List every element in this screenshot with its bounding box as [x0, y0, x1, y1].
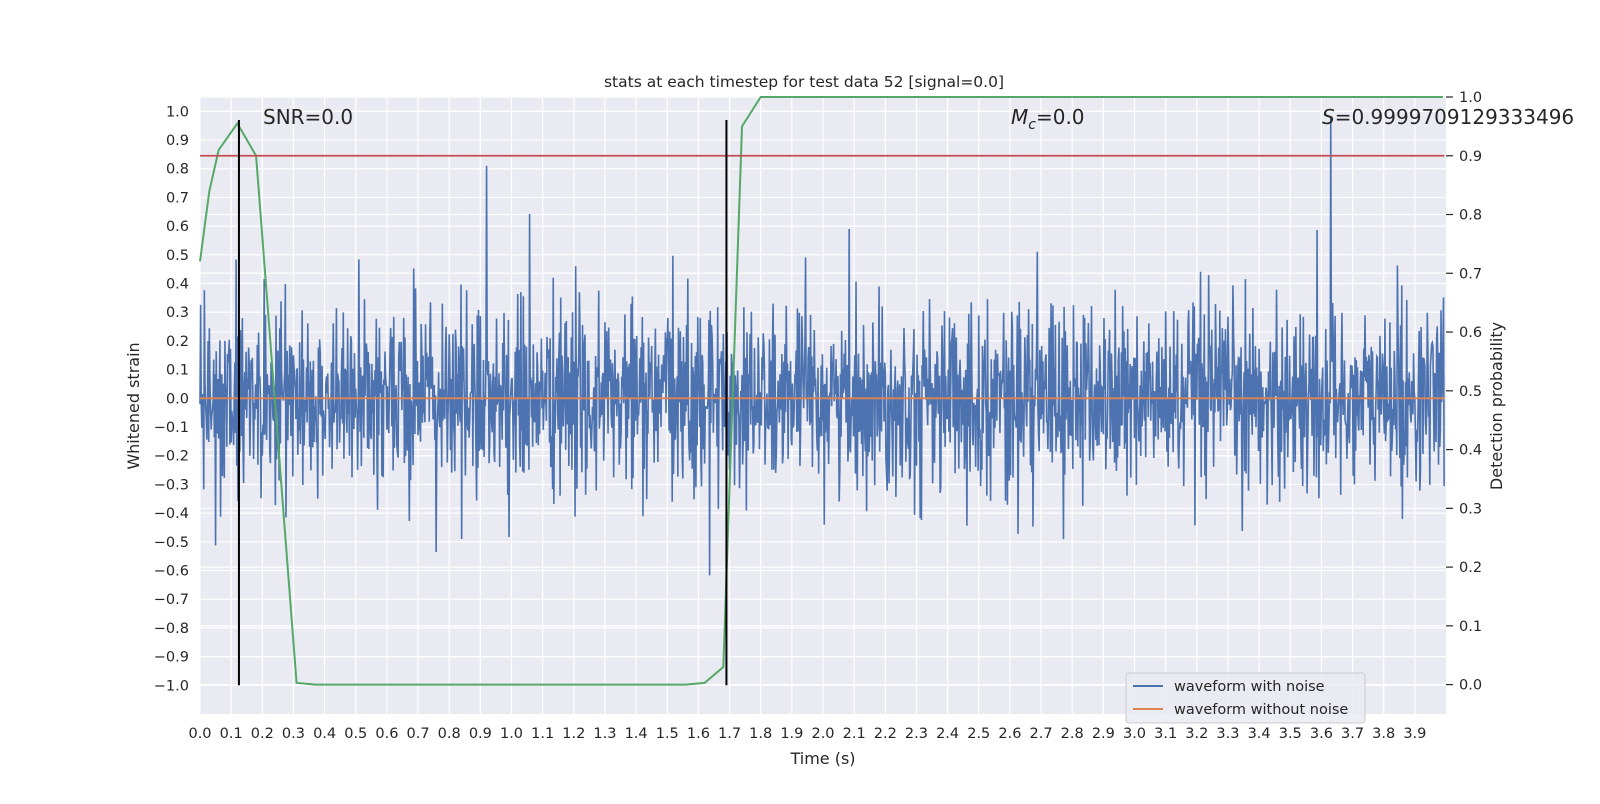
- y2-tick-label: 0.9: [1459, 149, 1482, 165]
- detection-probability-line: [199, 96, 1443, 686]
- series-detection-probability: [199, 96, 1443, 686]
- x-tick-label: 0.4: [313, 726, 336, 742]
- x-tick-label: 0.8: [438, 726, 461, 742]
- chirp-mass-subscript: c: [1028, 117, 1036, 133]
- y-tick-label: −0.7: [154, 592, 189, 608]
- y-axis-ticks: 1.0 0.9 0.8 0.7 0.6 0.5 0.4 0.3 0.2 0.1 0.0 −0.1 −0.…: [154, 104, 189, 694]
- y2-tick-label: 1.0: [1459, 90, 1482, 106]
- x-tick-label: 3.4: [1248, 726, 1271, 742]
- x-tick-label: 3.1: [1154, 726, 1177, 742]
- x-tick-label: 2.2: [874, 726, 897, 742]
- y-tick-label: −0.4: [154, 506, 189, 522]
- y-axis-label: Whitened strain: [124, 342, 143, 469]
- x-tick-label: 3.6: [1310, 726, 1333, 742]
- marker-lines: [237, 119, 728, 686]
- x-tick-label: 1.9: [780, 726, 803, 742]
- legend-label-noise: waveform with noise: [1174, 679, 1325, 695]
- x-tick-label: 2.1: [843, 726, 866, 742]
- x-tick-label: 0.6: [375, 726, 398, 742]
- x-tick-label: 3.7: [1341, 726, 1364, 742]
- y-tick-label: −0.8: [154, 621, 189, 637]
- y2-tick-label: 0.2: [1459, 560, 1482, 576]
- y-tick-label: 0.7: [166, 190, 189, 206]
- x-tick-label: 1.0: [500, 726, 523, 742]
- x-tick-label: 2.9: [1092, 726, 1115, 742]
- legend-label-clean: waveform without noise: [1174, 702, 1348, 718]
- y2-tick-label: 0.4: [1459, 443, 1482, 459]
- noise-waveform-line: [199, 117, 1445, 576]
- y2-tick-label: 0.1: [1459, 619, 1482, 635]
- y-tick-label: −1.0: [154, 678, 189, 694]
- x-tick-label: 3.3: [1216, 726, 1239, 742]
- y-tick-label: −0.3: [154, 477, 189, 493]
- x-axis-label: Time (s): [789, 749, 855, 768]
- y-tick-label: −0.6: [154, 564, 189, 580]
- y-tick-label: 0.0: [166, 391, 189, 407]
- score-annotation: S=0.9999709129333496: [1322, 105, 1574, 129]
- y-tick-label: 0.9: [166, 133, 189, 149]
- x-tick-label: 3.9: [1403, 726, 1426, 742]
- y-tick-label: 0.6: [166, 219, 189, 235]
- y2-tick-label: 0.3: [1459, 501, 1482, 517]
- chirp-mass-value: =0.0: [1036, 105, 1085, 129]
- x-tick-label: 1.5: [656, 726, 679, 742]
- x-tick-label: 2.6: [998, 726, 1021, 742]
- chirp-mass-annotation: Mc=0.0: [1011, 105, 1085, 133]
- y2-tick-label: 0.5: [1459, 384, 1482, 400]
- chirp-mass-symbol: M: [1011, 105, 1028, 129]
- x-axis-ticks: 0.0 0.1 0.2 0.3 0.4 0.5 0.6 0.7 0.8 0.9 1.0 1.1 1.2 1…: [188, 726, 1426, 742]
- y2-axis-label: Detection probability: [1487, 322, 1506, 490]
- y-tick-label: −0.2: [154, 449, 189, 465]
- x-tick-label: 0.0: [188, 726, 211, 742]
- y2-axis-ticks: 1.0 0.9 0.8 0.7 0.6 0.5 0.4 0.3 0.2 0.1 0.0: [1446, 90, 1482, 694]
- y2-tick-label: 0.8: [1459, 208, 1482, 224]
- x-tick-label: 3.8: [1372, 726, 1395, 742]
- x-tick-label: 1.2: [562, 726, 585, 742]
- y-tick-label: 1.0: [166, 104, 189, 120]
- chart-title: stats at each timestep for test data 52 …: [604, 73, 1004, 91]
- x-tick-label: 2.8: [1061, 726, 1084, 742]
- x-tick-label: 2.4: [936, 726, 959, 742]
- snr-annotation: SNR=0.0: [263, 105, 353, 129]
- x-tick-label: 0.7: [407, 726, 430, 742]
- x-tick-label: 0.2: [251, 726, 274, 742]
- legend: waveform with noise waveform without noi…: [1125, 672, 1366, 724]
- y-tick-label: −0.5: [154, 535, 189, 551]
- y-tick-label: 0.4: [166, 277, 189, 293]
- series-waveform-with-noise: [199, 117, 1445, 576]
- x-tick-label: 1.7: [718, 726, 741, 742]
- x-tick-label: 3.5: [1279, 726, 1302, 742]
- x-tick-label: 1.4: [625, 726, 648, 742]
- y-tick-label: −0.1: [154, 420, 189, 436]
- x-tick-label: 2.3: [905, 726, 928, 742]
- x-tick-label: 2.7: [1030, 726, 1053, 742]
- score-value: =0.9999709129333496: [1335, 105, 1574, 129]
- x-tick-label: 3.0: [1123, 726, 1146, 742]
- x-tick-label: 2.5: [967, 726, 990, 742]
- y2-tick-label: 0.7: [1459, 266, 1482, 282]
- y-tick-label: −0.9: [154, 650, 189, 666]
- x-tick-label: 1.3: [593, 726, 616, 742]
- x-tick-label: 1.6: [687, 726, 710, 742]
- y-tick-label: 0.1: [166, 363, 189, 379]
- score-symbol: S: [1322, 105, 1335, 129]
- y2-tick-label: 0.0: [1459, 678, 1482, 694]
- x-tick-label: 0.1: [220, 726, 243, 742]
- x-tick-label: 3.2: [1185, 726, 1208, 742]
- y2-tick-label: 0.6: [1459, 325, 1482, 341]
- x-tick-label: 0.5: [344, 726, 367, 742]
- x-tick-label: 1.8: [749, 726, 772, 742]
- y-tick-label: 0.5: [166, 248, 189, 264]
- y-tick-label: 0.3: [166, 305, 189, 321]
- x-tick-label: 0.9: [469, 726, 492, 742]
- y-tick-label: 0.8: [166, 162, 189, 178]
- x-tick-label: 1.1: [531, 726, 554, 742]
- y-tick-label: 0.2: [166, 334, 189, 350]
- legend-box: [1125, 672, 1366, 724]
- x-tick-label: 0.3: [282, 726, 305, 742]
- x-tick-label: 2.0: [811, 726, 834, 742]
